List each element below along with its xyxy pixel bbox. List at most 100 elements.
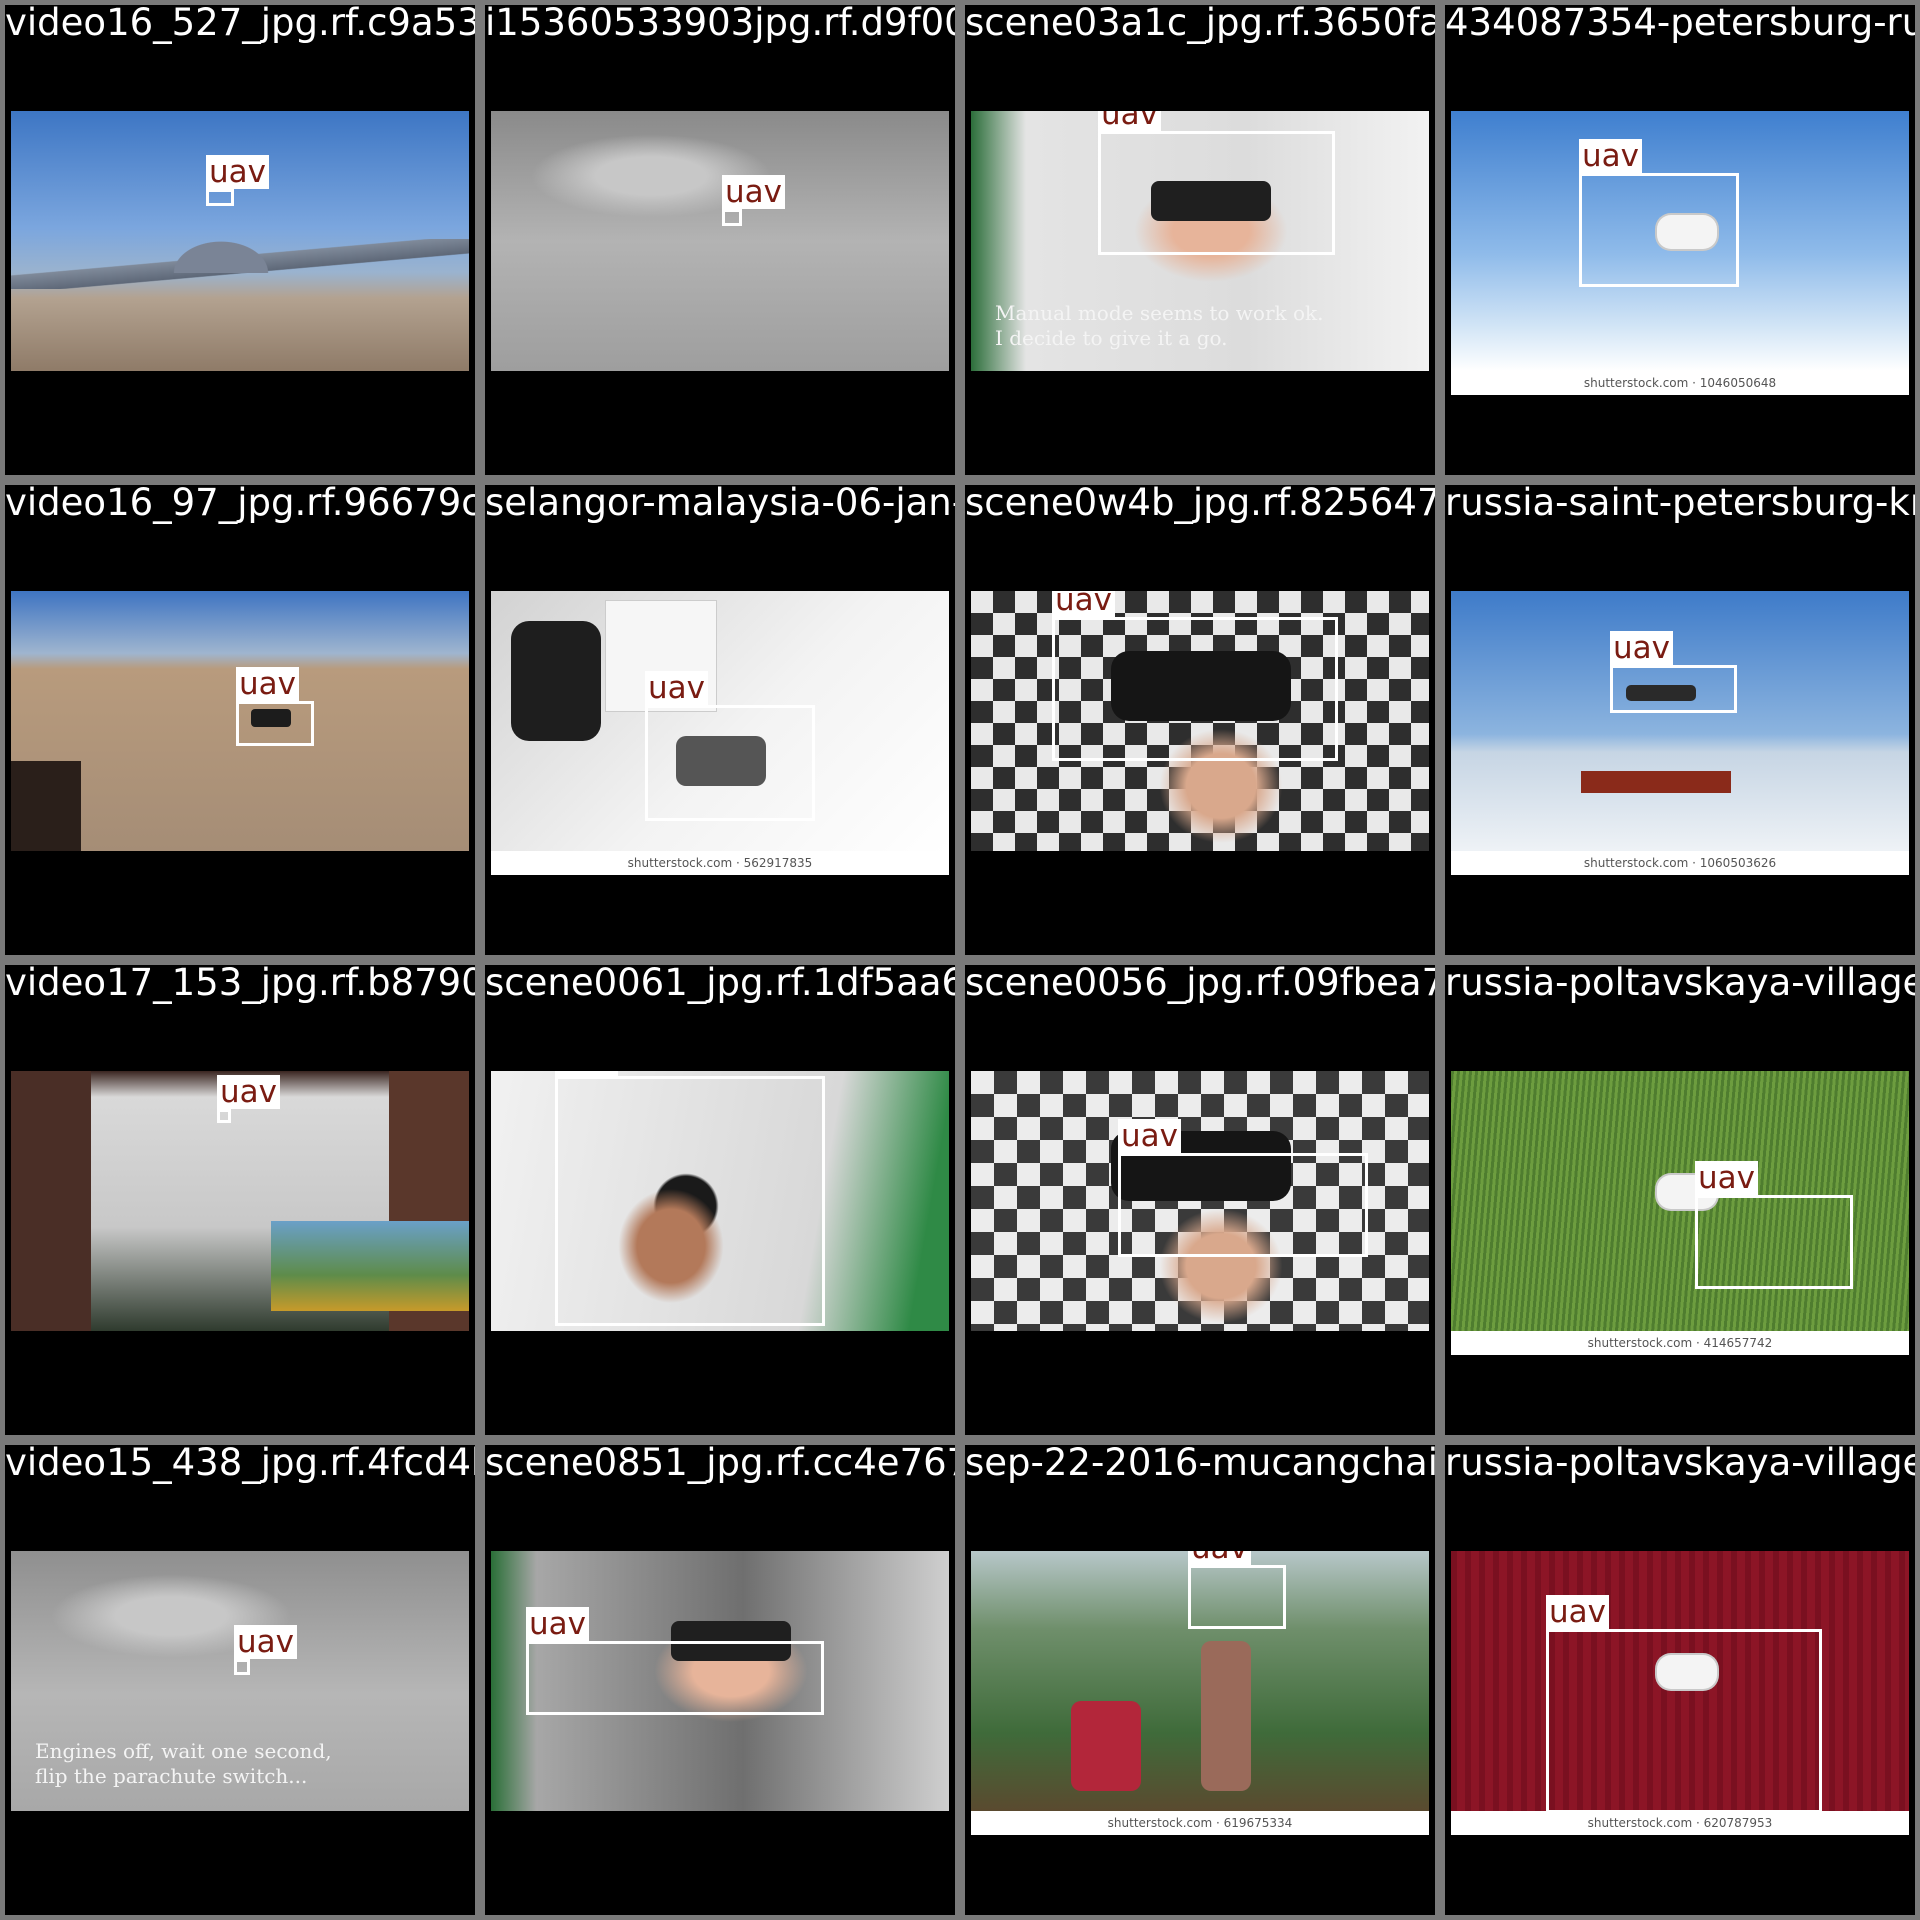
tile-photo: Engines off, wait one second, flip the p…: [11, 1551, 469, 1811]
detection-tile: russia-poltavskaya-village-may uav shutter…: [1440, 960, 1920, 1440]
tile-photo: uav: [1451, 111, 1909, 371]
tile-filename: russia-saint-petersburg-kronshtadt: [1445, 481, 1915, 524]
detection-label: uav: [236, 667, 299, 701]
scene-shape: [1657, 215, 1718, 249]
tile-photo: uav: [491, 1551, 949, 1811]
scene-shape: [1657, 1655, 1718, 1689]
detection-tile: video16_527_jpg.rf.c9a533f9c8a6f0533903f…: [0, 0, 480, 480]
tile-photo: uav: [971, 1551, 1429, 1811]
detection-label: uav: [1579, 139, 1642, 173]
detection-label: uav: [1052, 591, 1115, 617]
scene-shape: [1626, 685, 1696, 701]
video-subtitle: Manual mode seems to work ok. I decide t…: [995, 301, 1324, 350]
tile-photo: uav: [491, 111, 949, 371]
detection-label: uav: [217, 1075, 280, 1109]
detection-label: uav: [722, 175, 785, 209]
tile-filename: selangor-malaysia-06-jan-2017-2600245629: [485, 481, 960, 524]
scene-shape: [11, 761, 81, 851]
tile-filename: russia-poltavskaya-village-28: [1445, 1441, 1915, 1484]
stock-watermark: shutterstock.com · 1060503626: [1451, 851, 1909, 875]
detection-label: uav: [234, 1625, 297, 1659]
detection-label: uav: [1695, 1161, 1758, 1195]
detection-box: [1052, 617, 1338, 761]
stock-watermark: shutterstock.com · 619675334: [971, 1811, 1429, 1835]
tile-filename: video15_438_jpg.rf.4fcd4ba1779f9583117de: [5, 1441, 475, 1484]
stock-watermark: shutterstock.com · 1046050648: [1451, 371, 1909, 395]
tile-filename: scene0w4b_jpg.rf.825647a0f0eb1f3b1849e: [965, 481, 1440, 524]
detection-tile: video16_97_jpg.rf.96679cc8990120a3d5a45u…: [0, 480, 480, 960]
tile-photo: Manual mode seems to work ok. I decide t…: [971, 111, 1429, 371]
tile-filename: scene0056_jpg.rf.09fbea774cf4264e99c4b9: [965, 961, 1440, 1004]
detection-label: uav: [555, 1071, 618, 1076]
detection-box: [1098, 131, 1335, 255]
tile-photo: uav: [1451, 591, 1909, 851]
scene-shape: [1151, 721, 1291, 851]
tile-filename: scene03a1c_jpg.rf.3650fa5a1340873e4bacd: [965, 1, 1440, 44]
detection-label: uav: [1098, 111, 1161, 131]
detection-tile: video15_438_jpg.rf.4fcd4ba1779f9583117de…: [0, 1440, 480, 1920]
tile-filename: russia-poltavskaya-village-may: [1445, 961, 1920, 1004]
scene-shape: [1581, 771, 1731, 793]
detection-label: uav: [1546, 1595, 1609, 1629]
scene-shape: [251, 709, 291, 727]
detection-tile: russia-poltavskaya-village-28 uav shutters…: [1440, 1440, 1920, 1920]
tile-photo: uav: [971, 1071, 1429, 1331]
detection-box: [526, 1641, 824, 1715]
tile-filename: video17_153_jpg.rf.b879050d9a9867161ba63: [5, 961, 475, 1004]
tile-photo: uav: [11, 111, 469, 371]
tile-photo: uav: [491, 1071, 949, 1331]
detection-box: [236, 701, 314, 746]
detection-tile: scene0056_jpg.rf.09fbea774cf4264e99c4b9u…: [960, 960, 1440, 1440]
detection-box: [1118, 1153, 1368, 1257]
detection-tile: scene0061_jpg.rf.1df5aa64c624490755d895u…: [480, 960, 960, 1440]
detection-box: [722, 209, 742, 226]
detection-label: uav: [1610, 631, 1673, 665]
tile-photo: uav: [491, 591, 949, 851]
stock-watermark: shutterstock.com · 562917835: [491, 851, 949, 875]
detection-tile: 434087354-petersburg-russia-march uav shut…: [1440, 0, 1920, 480]
detection-tile: scene0w4b_jpg.rf.825647a0f0eb1f3b1849eua…: [960, 480, 1440, 960]
stock-watermark: shutterstock.com · 620787953: [1451, 1811, 1909, 1835]
scene-shape: [611, 1181, 731, 1311]
detection-label: uav: [645, 671, 708, 705]
detection-box: [1546, 1629, 1822, 1811]
detection-tile: selangor-malaysia-06-jan-2017-2600245629…: [480, 480, 960, 960]
tile-filename: 434087354-petersburg-russia-march: [1445, 1, 1915, 44]
detection-tile: russia-saint-petersburg-kronshtadt uav shu…: [1440, 480, 1920, 960]
scene-shape: [1151, 181, 1271, 221]
detection-tile: scene0851_jpg.rf.cc4e7679cebe2720136c1fu…: [480, 1440, 960, 1920]
scene-shape: [1151, 1201, 1291, 1331]
detection-tile: sep-22-2016-mucangchai-vietnam-2610 uav sh…: [960, 1440, 1440, 1920]
scene-shape: [511, 621, 601, 741]
detection-tile: scene03a1c_jpg.rf.3650fa5a1340873e4bacd M…: [960, 0, 1440, 480]
detection-label: uav: [526, 1607, 589, 1641]
detection-label: uav: [1188, 1551, 1251, 1565]
tile-photo: uav: [1451, 1551, 1909, 1811]
scene-shape: [1201, 1641, 1251, 1791]
tile-photo: uav: [1451, 1071, 1909, 1331]
tile-filename: sep-22-2016-mucangchai-vietnam-2610: [965, 1441, 1439, 1484]
detection-box: [1610, 665, 1737, 713]
scene-shape: [161, 233, 281, 273]
detection-tile: i15360533903jpg.rf.d9f00733f2170421441b u…: [480, 0, 960, 480]
scene-shape: [676, 736, 766, 786]
tile-filename: scene0851_jpg.rf.cc4e7679cebe2720136c1f: [485, 1441, 960, 1484]
detection-box: [1579, 173, 1739, 287]
tile-photo: uav: [971, 591, 1429, 851]
tile-filename: video16_527_jpg.rf.c9a533f9c8a6f0533903f…: [5, 1, 480, 44]
scene-shape: [11, 1071, 91, 1331]
tile-photo: uav: [11, 591, 469, 851]
detection-box: [1695, 1195, 1853, 1289]
scene-shape: [1071, 1701, 1141, 1791]
video-subtitle: Engines off, wait one second, flip the p…: [35, 1739, 332, 1788]
detection-box: [645, 705, 815, 821]
detection-box: [217, 1109, 231, 1123]
detection-tile: video17_153_jpg.rf.b879050d9a9867161ba63…: [0, 960, 480, 1440]
detection-box: [206, 189, 234, 206]
tile-filename: i15360533903jpg.rf.d9f00733f2170421441b: [485, 1, 960, 44]
tile-filename: video16_97_jpg.rf.96679cc8990120a3d5a45: [5, 481, 480, 524]
tile-filename: scene0061_jpg.rf.1df5aa64c624490755d895: [485, 961, 960, 1004]
detection-box: [234, 1659, 250, 1675]
scene-shape: [1111, 651, 1291, 721]
